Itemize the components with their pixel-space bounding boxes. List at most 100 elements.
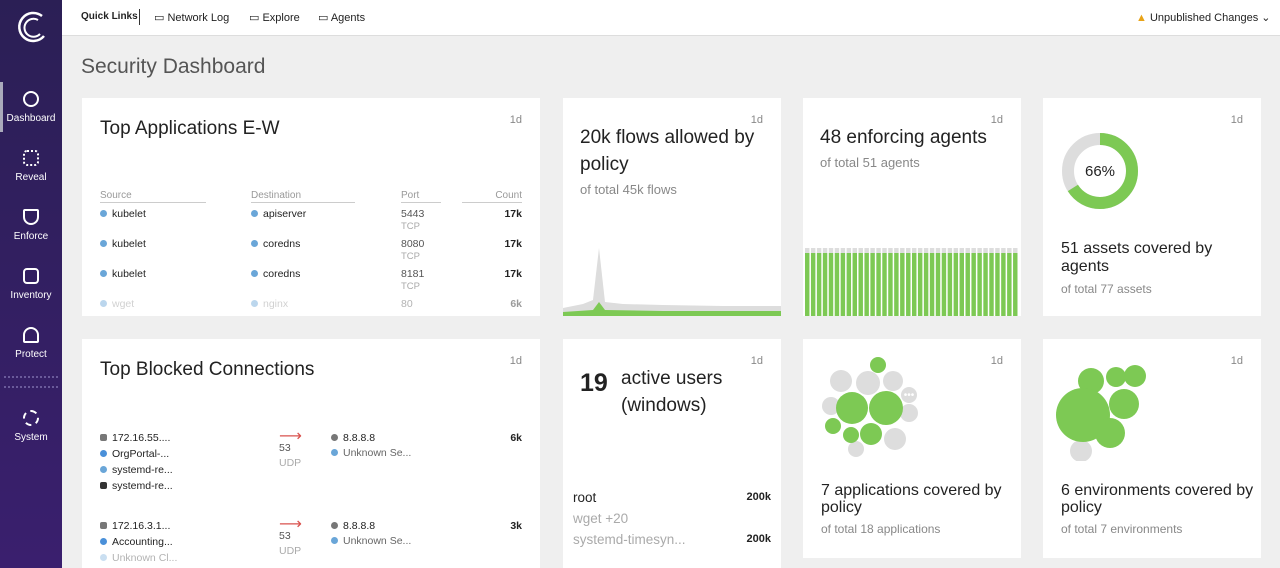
card-subtitle: of total 77 assets [1061,282,1152,296]
agent-bar [846,253,852,316]
agent-bar [971,253,976,316]
agent-bar [834,253,840,316]
column-header: Count [462,190,522,203]
source: kubelet [100,208,146,220]
protocol: UDP [279,457,302,469]
graphic: ••• [904,390,915,401]
page-title: Security Dashboard [81,55,266,78]
agent-bar [989,253,994,316]
destination: 8.8.8.8 [331,520,375,532]
card-assets[interactable]: 1d 66% 51 assets covered by agents of to… [1043,98,1261,316]
agent-bar [816,248,822,253]
agent-bar [805,253,810,316]
nav-item[interactable]: Dashboard [0,91,62,124]
nav-item[interactable]: System [0,410,62,443]
graphic [1124,365,1146,387]
nav-item[interactable]: Protect [0,327,62,360]
icon [100,554,107,561]
graphic [869,391,903,425]
agent-bar [941,248,947,253]
card-title: Top Blocked Connections [100,359,315,380]
period: 1d [750,114,763,126]
graphic [856,371,880,395]
agent-bar [864,248,869,253]
agent-bar [870,253,875,316]
quick-link[interactable]: ▭ Agents [318,12,366,24]
agent-bar [840,248,846,253]
destination: apiserver [251,208,306,220]
sidebar: Dashboard Reveal Enforce Inventory Prote… [0,0,62,568]
card-users[interactable]: 1d 19 active users (windows) root 200k wge… [563,339,781,568]
card-title: 48 enforcing agents [820,127,987,148]
unpublished-changes[interactable]: ▲ Unpublished Changes ⌄ [1136,12,1271,24]
card-agents[interactable]: 1d 48 enforcing agents of total 51 agent… [803,98,1021,316]
column-header: Source [100,190,206,203]
agent-bar [983,253,988,316]
card-top-applications[interactable]: Top Applications E-W 1d Source Destinati… [82,98,540,316]
icon [23,268,39,284]
quick-link[interactable]: ▭ Explore [249,12,300,24]
nav-item[interactable]: Enforce [0,209,62,242]
link-text: Agents [330,12,366,24]
graphic [884,428,906,450]
nav-item[interactable]: Reveal [0,150,62,183]
graphic [23,17,41,38]
protocol: TCP [401,221,420,232]
graphic [825,418,841,434]
graphic [860,423,882,445]
graphic [848,441,864,457]
graphic [843,427,859,443]
card-blocked-connections[interactable]: Top Blocked Connections 1d 172.16.55....… [82,339,540,568]
card-environments[interactable]: 1d 6 environments covered by policy of t… [1043,339,1261,558]
agent-bar [965,248,970,253]
card-subtitle: of total 45k flows [580,182,677,197]
graphic [1056,365,1146,448]
count: 17k [504,238,522,250]
source: Unknown Cl... [100,552,177,564]
count: 17k [504,268,522,280]
graphic [563,302,781,316]
icon [100,450,107,457]
agent-bar [935,248,941,253]
agent-bar [995,248,1000,253]
nav-item[interactable]: Inventory [0,268,62,301]
graphic [18,11,45,43]
agent-bar [1001,248,1006,253]
icon [251,270,258,277]
user: systemd-timesyn... [573,532,686,547]
nav-label: Inventory [10,290,52,301]
icon [100,466,107,473]
agent-bar [935,253,941,316]
quick-link[interactable]: ▭ Network Log [154,12,230,24]
icon [251,300,258,307]
agent-bar [882,248,887,253]
card-applications[interactable]: 1d ••• 7 applications covered by policy … [803,339,1021,558]
divider [4,376,58,388]
donut-label: 66% [1085,163,1115,180]
nav-label: Dashboard [6,113,56,124]
agent-bar [852,248,857,253]
agent-bar [1013,248,1018,253]
icon [23,327,39,343]
agent-bar [822,253,828,316]
nav-label: System [14,432,48,443]
agent-bar [828,253,834,316]
agent-bar [805,248,810,253]
port: 53 [279,442,291,454]
nav-label: Enforce [13,231,49,242]
agent-bar [912,253,917,316]
agent-bar [929,248,935,253]
source: wget [100,298,134,310]
agent-bar [864,253,869,316]
card-flows[interactable]: 1d 20k flows allowed by policy of total … [563,98,781,316]
icon [331,522,338,529]
agent-bar [989,248,994,253]
port: 8080 [401,238,425,250]
graphic [822,370,918,457]
icon [100,538,107,545]
agent-bar [971,248,976,253]
agent-bar [846,248,852,253]
source: kubelet [100,238,146,250]
period: 1d [509,114,522,126]
